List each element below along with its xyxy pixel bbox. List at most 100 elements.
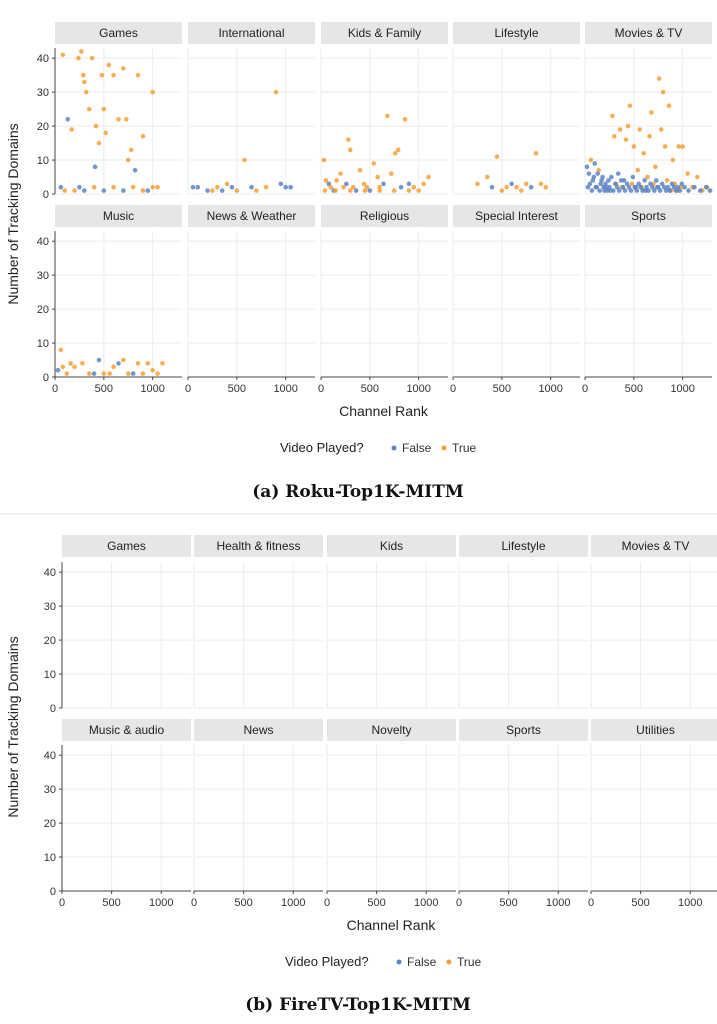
- data-point: [155, 371, 160, 376]
- facet-strip: [459, 719, 588, 741]
- data-point: [655, 184, 661, 190]
- data-point: [377, 184, 382, 190]
- facet-label: Kids: [380, 539, 403, 553]
- data-point: [591, 174, 597, 180]
- x-tick-label: 0: [185, 383, 191, 395]
- data-point: [82, 79, 87, 85]
- x-tick-label: 1000: [140, 383, 164, 395]
- data-point: [662, 144, 668, 149]
- data-point: [91, 371, 97, 376]
- facet-label: Sports: [506, 723, 541, 737]
- data-point: [101, 188, 107, 193]
- data-point: [656, 76, 662, 81]
- data-point: [210, 188, 215, 193]
- data-point: [135, 361, 141, 366]
- x-tick-label: 1000: [678, 897, 702, 909]
- data-point: [612, 181, 618, 187]
- data-point: [623, 137, 629, 142]
- facet-panel: Religious 0 500 1000: [318, 205, 448, 395]
- data-point: [322, 188, 328, 193]
- data-point: [624, 181, 630, 187]
- data-point: [588, 157, 594, 163]
- data-point: [630, 174, 636, 180]
- facet-label: Music: [103, 209, 134, 223]
- data-point: [124, 117, 129, 122]
- facet-strip: [453, 22, 580, 44]
- x-tick-label: 1000: [546, 897, 570, 909]
- facet-panel: International: [187, 22, 315, 195]
- facet-label: Kids & Family: [348, 26, 421, 40]
- data-point: [586, 171, 592, 176]
- x-tick-label: 1000: [670, 383, 694, 395]
- data-point: [121, 66, 126, 71]
- data-point: [484, 174, 490, 180]
- data-point: [381, 181, 386, 187]
- data-point: [707, 188, 713, 193]
- data-point: [58, 347, 64, 353]
- x-tick-label: 1000: [281, 897, 305, 909]
- data-point: [640, 188, 645, 193]
- data-point: [584, 164, 590, 170]
- facet-panel: Utilities 0 500 1000: [588, 719, 717, 909]
- data-point: [145, 188, 151, 193]
- facet-panel: Health & fitness: [193, 535, 323, 709]
- data-point: [406, 188, 412, 193]
- x-tick-label: 1000: [538, 383, 562, 395]
- data-point: [628, 188, 634, 193]
- data-point: [116, 117, 121, 122]
- data-point: [658, 127, 664, 132]
- facet-panel: Movies & TV: [590, 535, 717, 709]
- data-point: [509, 181, 514, 187]
- data-point: [499, 188, 505, 193]
- data-point: [634, 188, 640, 193]
- data-point: [135, 72, 141, 78]
- facet-strip: [55, 22, 182, 44]
- facet-label: Religious: [360, 209, 409, 223]
- data-point: [657, 188, 663, 193]
- roku-chart: Games 0 10 20 30 40 International Kids & Family…: [5, 22, 713, 502]
- facet-panel: Sports 0 500 1000: [456, 719, 588, 909]
- data-point: [150, 184, 155, 190]
- x-tick-label: 1000: [149, 897, 173, 909]
- data-point: [190, 184, 196, 190]
- data-point: [609, 174, 614, 180]
- facet-label: News: [243, 723, 273, 737]
- facet-panel: News 0 500 1000: [191, 719, 323, 909]
- data-point: [663, 188, 669, 193]
- data-point: [646, 188, 651, 193]
- data-point: [234, 188, 240, 193]
- data-point: [60, 52, 66, 58]
- data-point: [55, 367, 61, 373]
- facet-label: News & Weather: [207, 209, 297, 223]
- x-tick-label: 0: [582, 383, 588, 395]
- data-point: [679, 181, 685, 187]
- x-axis-title: Channel Rank: [347, 917, 437, 933]
- facet-strip: [585, 205, 712, 227]
- data-point: [411, 184, 417, 190]
- data-point: [101, 106, 107, 112]
- data-point: [385, 113, 390, 119]
- data-point: [612, 133, 617, 139]
- data-point: [686, 188, 691, 193]
- data-point: [603, 181, 608, 187]
- data-point: [333, 188, 338, 193]
- y-axis-title: Number of Tracking Domains: [5, 123, 21, 304]
- data-point: [195, 184, 201, 190]
- legend-label-false: False: [407, 955, 437, 969]
- data-point: [346, 137, 351, 142]
- x-tick-label: 1000: [414, 897, 438, 909]
- data-point: [76, 55, 81, 61]
- facet-label: Music & audio: [89, 723, 165, 737]
- data-point: [65, 117, 70, 122]
- data-point: [622, 188, 628, 193]
- y-tick-label: 10: [44, 852, 56, 864]
- data-point: [323, 178, 329, 183]
- data-point: [589, 188, 595, 193]
- facet-strip: [321, 205, 448, 227]
- data-point: [367, 188, 373, 193]
- x-tick-label: 500: [625, 383, 643, 395]
- x-tick-label: 500: [102, 897, 120, 909]
- data-point: [341, 184, 346, 190]
- data-point: [254, 188, 259, 193]
- facet-panel: Special Interest 0 500 1000: [450, 205, 580, 395]
